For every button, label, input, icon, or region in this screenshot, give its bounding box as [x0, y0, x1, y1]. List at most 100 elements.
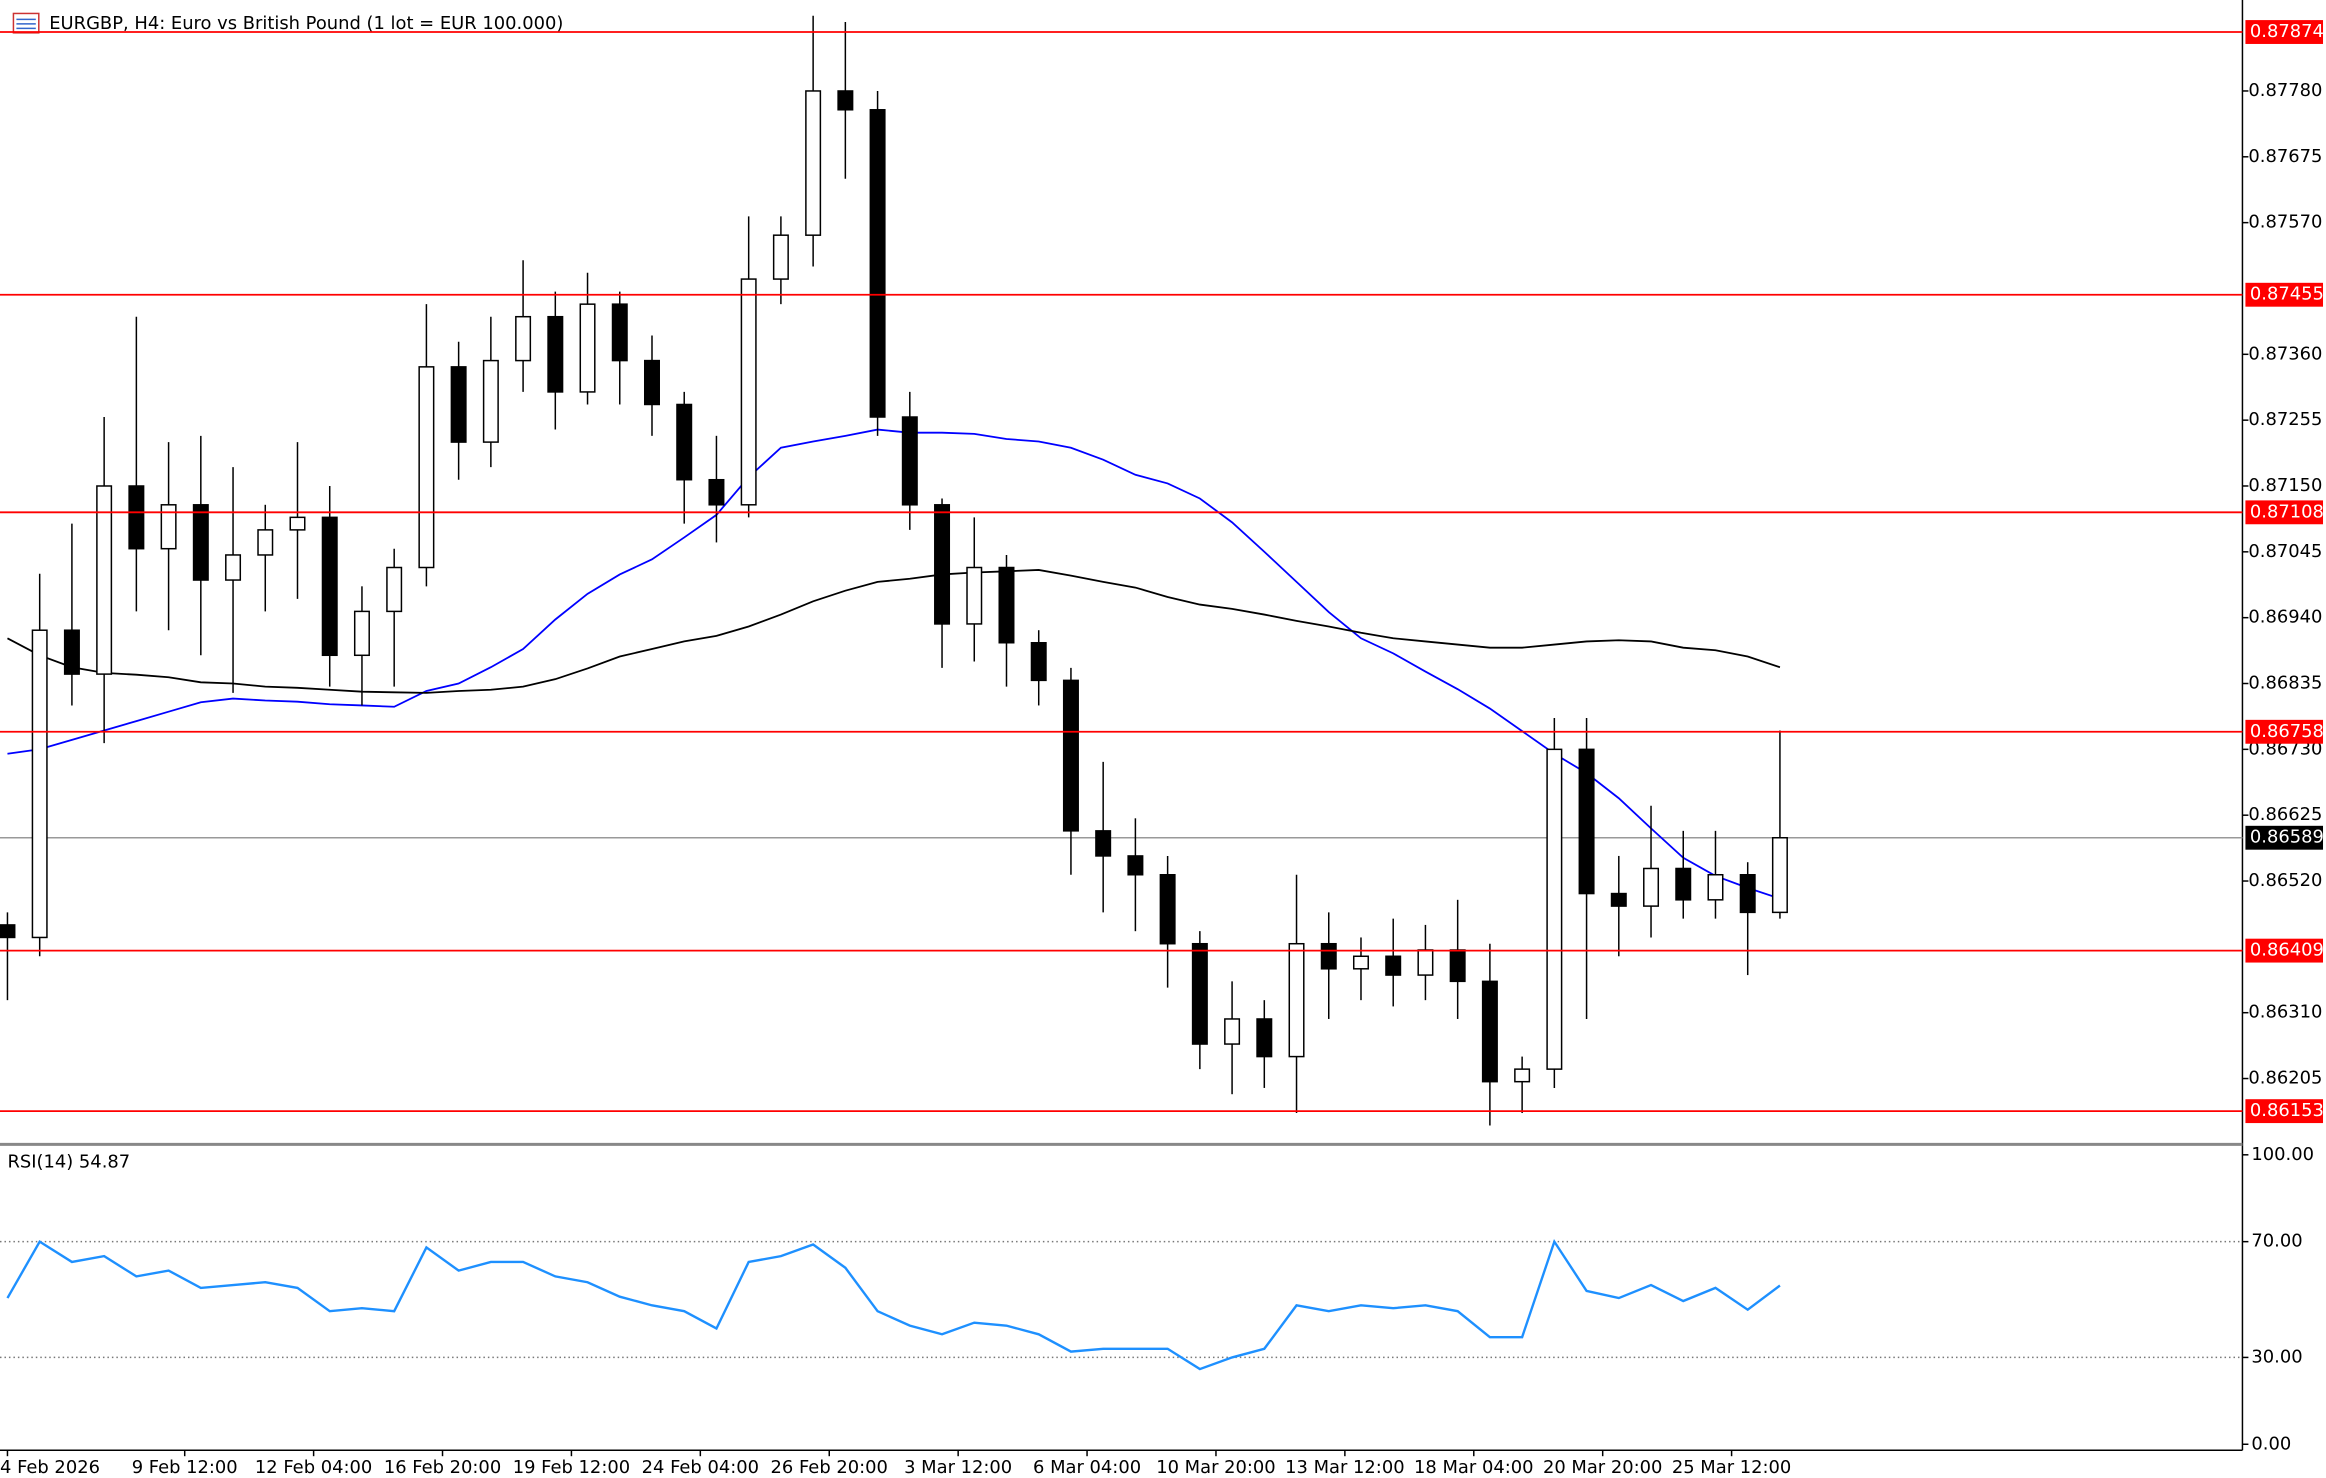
x-tick-label: 19 Feb 12:00 [513, 1457, 630, 1478]
candle-body [321, 516, 338, 657]
candle-body [547, 315, 564, 393]
candle-body [1385, 955, 1402, 976]
level-label: 0.87108 [2250, 501, 2324, 522]
x-tick-label: 20 Mar 20:00 [1543, 1457, 1662, 1478]
candle-body [901, 416, 918, 506]
candle-body [1288, 942, 1305, 1058]
candle-body [63, 629, 80, 675]
level-label: 0.87455 [2250, 284, 2324, 305]
y-tick-label: 0.86940 [2248, 607, 2322, 628]
candle-body [772, 234, 789, 280]
candle-body [386, 566, 403, 613]
level-label-bg [2245, 938, 2324, 963]
x-tick-label: 18 Mar 04:00 [1414, 1457, 1533, 1478]
candle-body [1320, 942, 1337, 970]
candle-body [1127, 855, 1144, 876]
candle-body [1546, 748, 1563, 1070]
candle-body [1191, 942, 1208, 1045]
x-tick-label: 24 Feb 04:00 [642, 1457, 759, 1478]
y-tick-label: 0.87675 [2248, 146, 2322, 167]
candle-body [450, 366, 467, 443]
candle-body [96, 485, 113, 675]
candle-body [740, 278, 757, 506]
candle-body [676, 403, 693, 481]
x-tick-label: 3 Mar 12:00 [904, 1457, 1012, 1478]
last-price-label-bg [2245, 825, 2324, 850]
rsi-y-tick-label: 0.00 [2251, 1433, 2291, 1454]
y-tick-label: 0.86205 [2248, 1068, 2322, 1089]
moving-average [7, 428, 1781, 900]
candle-body [1771, 837, 1788, 914]
x-tick-label: 13 Mar 12:00 [1285, 1457, 1404, 1478]
level-label: 0.86153 [2250, 1100, 2324, 1121]
level-label-bg [2245, 1099, 2324, 1124]
candle-body [805, 90, 822, 236]
candle-body [837, 90, 854, 111]
moving-average [7, 569, 1781, 694]
rsi-y-tick-label: 30.00 [2251, 1346, 2302, 1367]
x-tick-label: 16 Feb 20:00 [384, 1457, 501, 1478]
x-tick-label: 4 Feb 2026 [0, 1457, 100, 1478]
x-tick-label: 6 Mar 04:00 [1033, 1457, 1141, 1478]
x-tick-label: 10 Mar 20:00 [1156, 1457, 1275, 1478]
y-tick-label: 0.87150 [2248, 475, 2322, 496]
candle-body [418, 366, 435, 569]
symbol-icon [12, 12, 40, 34]
candle-body [1224, 1018, 1241, 1045]
candle-body [708, 478, 725, 506]
candle-body [1481, 980, 1498, 1083]
y-tick-label: 0.86625 [2248, 804, 2322, 825]
x-tick-label: 9 Feb 12:00 [132, 1457, 238, 1478]
level-label-bg [2245, 500, 2324, 525]
candle-body [1256, 1018, 1273, 1058]
candle-body [1675, 867, 1692, 901]
candle-body [515, 315, 532, 362]
rsi-y-tick-label: 100.00 [2251, 1144, 2314, 1165]
candle-body [1449, 949, 1466, 983]
candle-body [966, 566, 983, 625]
level-label: 0.86758 [2250, 721, 2324, 742]
level-label-bg [2245, 20, 2324, 44]
candle-body [0, 924, 16, 939]
y-tick-label: 0.87780 [2248, 80, 2322, 101]
x-tick-label: 25 Mar 12:00 [1672, 1457, 1791, 1478]
rsi-line [6, 1238, 1781, 1371]
rsi-y-tick-label: 70.00 [2251, 1231, 2302, 1252]
candle-body [128, 485, 145, 550]
y-tick-label: 0.86520 [2248, 870, 2322, 891]
candle-body [160, 504, 177, 550]
candle-body [31, 629, 48, 939]
candle-body [1417, 949, 1434, 976]
candle-body [1739, 874, 1756, 914]
level-label-bg [2245, 282, 2324, 307]
y-tick-label: 0.87570 [2248, 212, 2322, 233]
candle-body [1514, 1068, 1531, 1083]
y-tick-label: 0.87255 [2248, 409, 2322, 430]
candle-body [934, 504, 951, 625]
candle-body [257, 529, 274, 556]
candle-body [643, 359, 660, 406]
candle-body [1707, 874, 1724, 901]
y-tick-label: 0.87045 [2248, 541, 2322, 562]
candle-body [1610, 892, 1627, 907]
y-tick-label: 0.87360 [2248, 343, 2322, 364]
candle-body [611, 303, 628, 362]
candle-body [869, 109, 886, 418]
candle-body [482, 359, 499, 443]
level-label-bg [2245, 719, 2324, 744]
candle-body [225, 554, 242, 581]
level-label: 0.87874 [2250, 21, 2324, 42]
rsi-title: RSI(14) 54.87 [7, 1151, 130, 1172]
y-tick-label: 0.86835 [2248, 673, 2322, 694]
candle-body [289, 516, 306, 531]
candle-body [1352, 955, 1369, 970]
candle-body [192, 504, 209, 581]
candle-body [579, 303, 596, 393]
y-tick-label: 0.86310 [2248, 1002, 2322, 1023]
candle-body [1578, 748, 1595, 895]
chart-title: EURGBP, H4: Euro vs British Pound (1 lot… [49, 13, 563, 34]
candle-body [1030, 642, 1047, 682]
